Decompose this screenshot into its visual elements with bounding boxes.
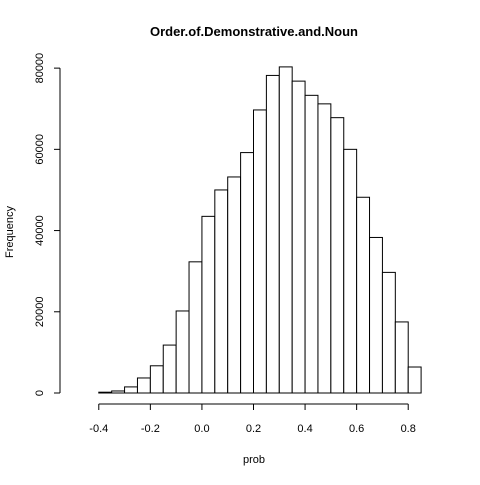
histogram-bar bbox=[394, 321, 409, 394]
histogram-bar bbox=[214, 189, 229, 394]
y-tick-label: 60000 bbox=[34, 134, 46, 165]
histogram-bar bbox=[201, 215, 216, 394]
x-tick-label: 0.0 bbox=[194, 423, 209, 435]
histogram-bar bbox=[265, 74, 280, 394]
y-tick-label: 0 bbox=[34, 390, 46, 396]
histogram-bar bbox=[407, 366, 422, 394]
x-tick-label: 0.8 bbox=[401, 423, 416, 435]
y-tick-label: 40000 bbox=[34, 215, 46, 246]
x-tick-label: 0.2 bbox=[246, 423, 261, 435]
histogram-bar bbox=[136, 377, 151, 394]
histogram-bar bbox=[188, 261, 203, 394]
y-axis: 0 20000 40000 60000 80000 bbox=[34, 53, 61, 396]
histogram-bar bbox=[330, 117, 345, 394]
histogram-bar bbox=[111, 390, 126, 394]
x-tick-label: -0.4 bbox=[89, 423, 108, 435]
histogram-bar bbox=[227, 176, 242, 394]
histogram-bar bbox=[369, 236, 383, 394]
x-tick-label: -0.2 bbox=[141, 423, 160, 435]
histogram-bar bbox=[291, 80, 306, 394]
histogram-bar bbox=[149, 365, 164, 394]
histogram-bar bbox=[343, 148, 358, 394]
histogram-bar bbox=[124, 386, 138, 394]
x-tick-label: 0.4 bbox=[297, 423, 312, 435]
x-tick-label: 0.6 bbox=[349, 423, 364, 435]
histogram-bar bbox=[381, 271, 396, 394]
histogram-bar bbox=[278, 66, 293, 394]
histogram-bar bbox=[356, 196, 371, 394]
histogram-bar bbox=[317, 103, 332, 394]
y-tick-label: 80000 bbox=[34, 53, 46, 84]
y-tick-label: 20000 bbox=[34, 296, 46, 327]
y-axis-label: Frequency bbox=[4, 206, 16, 258]
histogram-bar bbox=[240, 152, 255, 394]
histogram-bar bbox=[162, 344, 177, 394]
histogram-bar bbox=[98, 391, 113, 394]
bars-layer bbox=[98, 66, 422, 394]
histogram-bar bbox=[304, 94, 319, 394]
histogram-bar bbox=[175, 310, 190, 394]
x-axis: -0.4 -0.2 0.0 0.2 0.4 0.6 0.8 bbox=[89, 403, 416, 435]
histogram-bar bbox=[253, 109, 267, 394]
x-axis-label: prob bbox=[243, 454, 265, 466]
chart-title: Order.of.Demonstrative.and.Noun bbox=[150, 24, 358, 39]
